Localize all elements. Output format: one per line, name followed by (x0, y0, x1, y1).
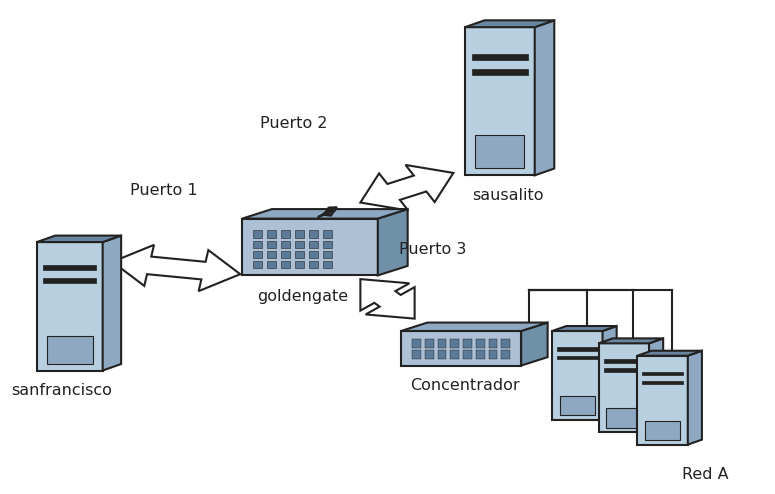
Polygon shape (557, 356, 598, 360)
Polygon shape (112, 245, 240, 291)
Polygon shape (465, 20, 554, 27)
Polygon shape (360, 279, 415, 319)
Polygon shape (412, 339, 421, 348)
Polygon shape (476, 135, 524, 168)
Polygon shape (294, 261, 304, 268)
Polygon shape (281, 251, 290, 258)
Polygon shape (281, 230, 290, 238)
Polygon shape (501, 350, 510, 359)
Polygon shape (281, 261, 290, 268)
Polygon shape (521, 323, 548, 366)
Polygon shape (637, 351, 702, 356)
Polygon shape (438, 339, 446, 348)
Polygon shape (604, 359, 644, 363)
Polygon shape (535, 20, 554, 175)
Polygon shape (242, 218, 378, 276)
Polygon shape (322, 230, 332, 238)
Polygon shape (308, 251, 318, 258)
Polygon shape (463, 350, 472, 359)
Polygon shape (476, 350, 484, 359)
Polygon shape (322, 241, 332, 248)
Polygon shape (438, 350, 446, 359)
Polygon shape (294, 230, 304, 238)
Polygon shape (378, 209, 408, 276)
Polygon shape (308, 241, 318, 248)
Polygon shape (281, 241, 290, 248)
Text: sanfrancisco: sanfrancisco (12, 383, 112, 398)
Polygon shape (557, 347, 598, 351)
Text: Red A: Red A (682, 467, 728, 482)
Polygon shape (36, 242, 102, 370)
Polygon shape (253, 241, 262, 248)
Polygon shape (267, 230, 276, 238)
Text: Puerto 3: Puerto 3 (399, 242, 467, 257)
Polygon shape (294, 241, 304, 248)
Polygon shape (599, 338, 663, 343)
Polygon shape (267, 251, 276, 258)
Polygon shape (253, 230, 262, 238)
Polygon shape (488, 339, 498, 348)
Polygon shape (642, 380, 683, 384)
Polygon shape (552, 326, 617, 331)
Polygon shape (401, 331, 521, 366)
Polygon shape (322, 251, 332, 258)
Polygon shape (637, 356, 688, 445)
Polygon shape (472, 54, 528, 60)
Polygon shape (604, 368, 644, 372)
Polygon shape (560, 396, 595, 415)
Polygon shape (465, 27, 535, 175)
Polygon shape (450, 339, 459, 348)
Text: sausalito: sausalito (472, 188, 543, 203)
Polygon shape (552, 331, 603, 420)
Polygon shape (102, 236, 121, 370)
Polygon shape (322, 261, 332, 268)
Polygon shape (308, 230, 318, 238)
Polygon shape (488, 350, 498, 359)
Text: Puerto 1: Puerto 1 (130, 183, 198, 198)
Polygon shape (242, 209, 408, 218)
Polygon shape (472, 69, 528, 75)
Polygon shape (603, 326, 617, 420)
Polygon shape (425, 350, 434, 359)
Polygon shape (401, 323, 548, 331)
Polygon shape (412, 350, 421, 359)
Polygon shape (688, 351, 702, 445)
Polygon shape (476, 339, 484, 348)
Text: Puerto 2: Puerto 2 (260, 116, 327, 131)
Polygon shape (463, 339, 472, 348)
Polygon shape (450, 350, 459, 359)
Polygon shape (642, 371, 683, 375)
Polygon shape (36, 236, 121, 242)
Polygon shape (253, 251, 262, 258)
Polygon shape (294, 251, 304, 258)
Polygon shape (649, 338, 663, 432)
Polygon shape (501, 339, 510, 348)
Polygon shape (606, 408, 642, 428)
Polygon shape (267, 261, 276, 268)
Polygon shape (360, 165, 453, 210)
Polygon shape (43, 265, 96, 270)
Polygon shape (46, 336, 93, 364)
Polygon shape (425, 339, 434, 348)
Text: Concentrador: Concentrador (410, 378, 520, 393)
Polygon shape (599, 343, 649, 432)
Text: goldengate: goldengate (257, 289, 348, 304)
Polygon shape (645, 420, 680, 440)
Polygon shape (253, 261, 262, 268)
Polygon shape (267, 241, 276, 248)
Polygon shape (43, 278, 96, 283)
Polygon shape (308, 261, 318, 268)
